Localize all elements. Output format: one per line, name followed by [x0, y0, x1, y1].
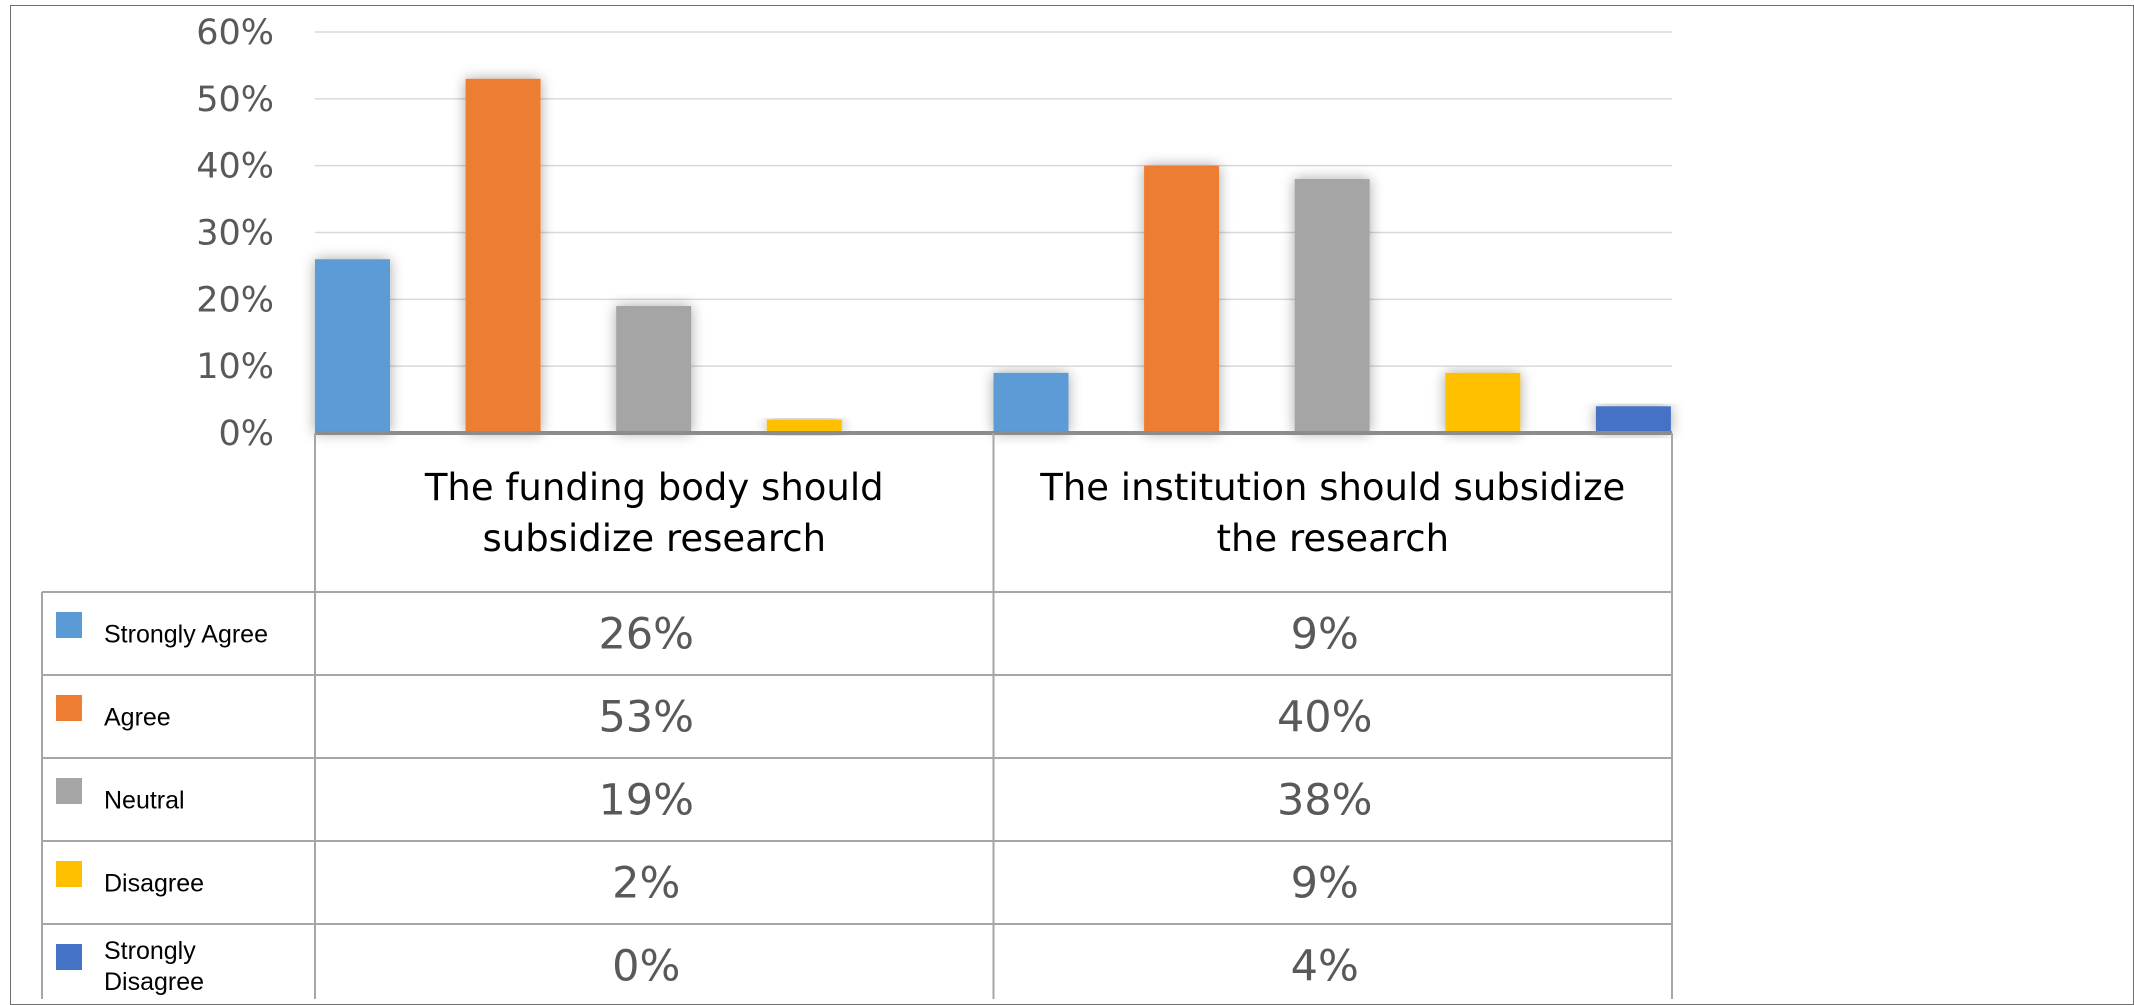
table-cell-strongly-disagree-2: 4%	[1291, 942, 1359, 992]
bar-strongly-disagree-2	[1595, 406, 1671, 433]
legend-swatch-strongly-agree	[56, 612, 82, 638]
y-tick-label: 0%	[218, 414, 274, 454]
y-tick-label: 10%	[196, 347, 274, 387]
legend-label-strongly-agree: Strongly Agree	[104, 621, 268, 649]
bar-strongly-agree-2	[993, 372, 1069, 433]
category-label-line: the research	[1216, 517, 1449, 560]
table-cell-disagree-2: 9%	[1291, 859, 1359, 909]
legend-label-strongly-disagree: Strongly Disagree	[104, 937, 204, 996]
category-label-2: The institution should subsidize the rese…	[1039, 466, 1625, 560]
y-tick-label: 20%	[196, 280, 274, 320]
legend-label-line: Neutral	[104, 787, 185, 815]
legend-swatch-disagree	[56, 861, 82, 887]
category-label-line: subsidize research	[482, 517, 826, 560]
table-cell-strongly-agree-2: 9%	[1291, 610, 1359, 660]
y-tick-label: 40%	[196, 147, 274, 187]
bar-agree-2	[1144, 165, 1220, 433]
bar-disagree-2	[1445, 372, 1521, 433]
bar-agree-1	[465, 78, 541, 434]
bar-strongly-agree-1	[315, 259, 390, 433]
gridlines	[315, 31, 1672, 367]
legend-label-line: Strongly Agree	[104, 621, 268, 649]
y-tick-label: 30%	[196, 214, 274, 254]
bars	[315, 78, 1672, 435]
y-axis-ticks: 0% 10% 20% 30% 40% 50% 60%	[196, 13, 274, 454]
legend-swatch-neutral	[56, 778, 82, 804]
table-cell-disagree-1: 2%	[612, 859, 680, 909]
legend-label-line: Strongly	[104, 937, 196, 965]
legend-label-disagree: Disagree	[104, 870, 204, 898]
legend-swatch-strongly-disagree	[56, 944, 82, 970]
table-cell-strongly-agree-1: 26%	[598, 610, 694, 660]
table-cell-agree-2: 40%	[1277, 693, 1373, 743]
legend-label-line: Disagree	[104, 968, 204, 996]
legend-label-neutral: Neutral	[104, 787, 185, 815]
bar-neutral-2	[1294, 179, 1370, 433]
category-label-line: The institution should subsidize	[1039, 466, 1625, 509]
bar-neutral-1	[616, 306, 692, 433]
data-table: The funding body should subsidize researc…	[41, 433, 1673, 999]
legend-swatch-agree	[56, 695, 82, 721]
bar-disagree-1	[766, 419, 842, 433]
legend-label-line: Agree	[104, 704, 171, 732]
legend-label-line: Disagree	[104, 870, 204, 898]
category-label-line: The funding body should	[424, 466, 884, 509]
legend-label-agree: Agree	[104, 704, 171, 732]
category-label-1: The funding body should subsidize researc…	[424, 466, 884, 560]
table-cell-strongly-disagree-1: 0%	[612, 942, 680, 992]
y-tick-label: 50%	[196, 80, 274, 120]
table-cell-neutral-2: 38%	[1277, 776, 1373, 826]
table-cell-neutral-1: 19%	[598, 776, 694, 826]
table-cell-agree-1: 53%	[598, 693, 694, 743]
y-tick-label: 60%	[196, 13, 274, 53]
